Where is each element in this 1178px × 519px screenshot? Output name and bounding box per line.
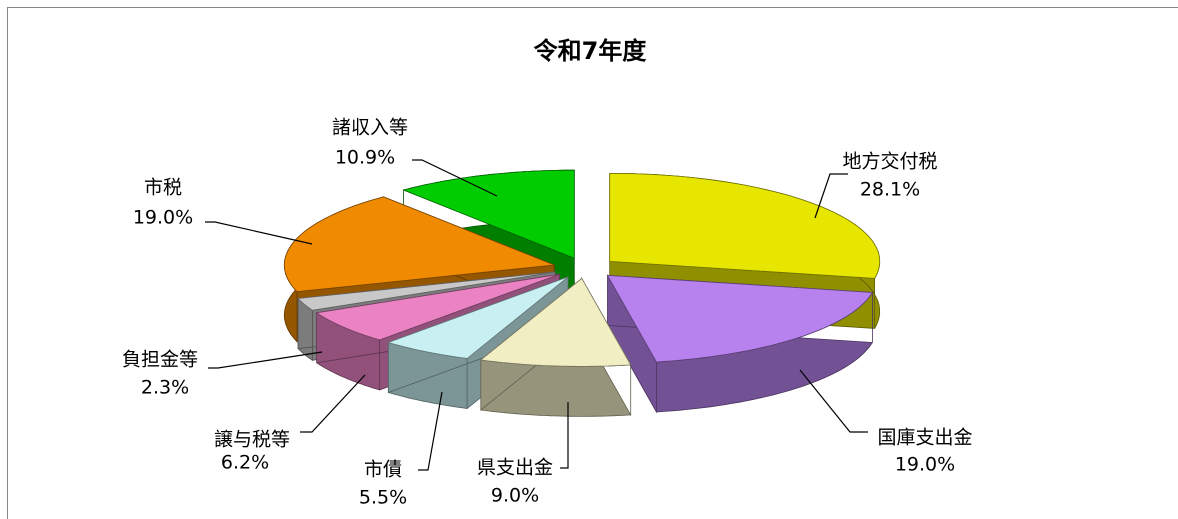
leader-line [418, 391, 443, 471]
leader-line [208, 351, 323, 369]
slice [609, 172, 881, 279]
slice-label: 市債 [364, 459, 402, 481]
slice [479, 277, 632, 367]
leader-line [799, 369, 868, 433]
slice [402, 169, 575, 259]
slice-label: 諸収入等 [332, 117, 408, 139]
chart-frame [7, 7, 1178, 519]
slice-label: 譲与税等 [214, 429, 290, 451]
slice-label: 地方交付税 [842, 151, 937, 173]
slice-value-label: 19.0% [895, 454, 955, 476]
leader-line [205, 221, 313, 245]
slice-value-label: 6.2% [221, 452, 269, 474]
leader-line [560, 402, 569, 469]
slice-value-label: 28.1% [860, 179, 920, 201]
slice-value-label: 5.5% [359, 487, 407, 509]
slice-label: 県支出金 [477, 457, 553, 479]
slice-label: 市税 [144, 177, 182, 199]
slice [315, 273, 560, 341]
slice [606, 274, 874, 363]
leader-line [412, 159, 498, 197]
slice-value-label: 19.0% [133, 207, 193, 229]
slice [297, 271, 556, 311]
leader-line [814, 173, 848, 219]
slice [387, 276, 569, 359]
slice-value-label: 9.0% [491, 485, 539, 507]
chart-title: 令和7年度 [534, 37, 648, 65]
slice-label: 負担金等 [122, 349, 198, 371]
slice-value-label: 2.3% [141, 377, 189, 399]
slice-value-label: 10.9% [335, 147, 395, 169]
slice-label: 国庫支出金 [877, 427, 972, 449]
leader-line [300, 374, 366, 433]
